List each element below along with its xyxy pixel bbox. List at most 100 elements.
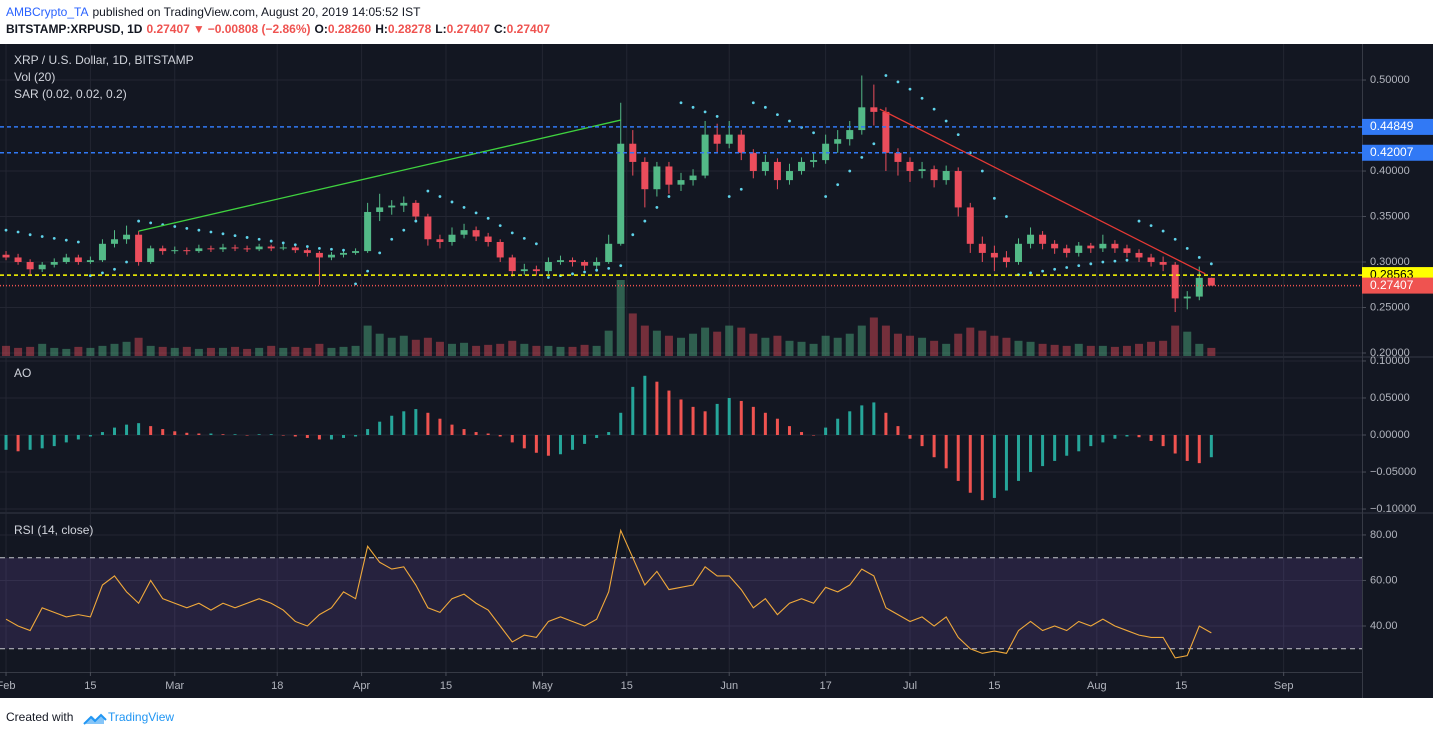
candle-body [267, 246, 275, 249]
volume-bar [773, 335, 782, 356]
sar-dot [1185, 246, 1189, 250]
x-tick-label: Feb [0, 680, 16, 692]
ao-bar [1137, 435, 1141, 438]
volume-bar [375, 333, 384, 356]
ao-bar [1149, 435, 1153, 441]
ao-bar [751, 406, 755, 435]
candle-body [327, 254, 335, 258]
sar-dot [1125, 258, 1129, 262]
volume-bar [447, 343, 456, 356]
candle-body [123, 234, 131, 240]
ao-bar [1185, 435, 1189, 461]
volume-bar [146, 345, 155, 356]
candle-body [605, 243, 613, 263]
candle-body [26, 262, 34, 270]
volume-bar [978, 330, 987, 356]
ao-bar [727, 397, 731, 435]
candle-body [111, 239, 119, 244]
ao-bar [836, 418, 840, 435]
candle-body [954, 171, 962, 208]
volume-bar [218, 347, 227, 356]
candle-body [315, 252, 323, 258]
candle-body [773, 161, 781, 181]
volume-bar [556, 346, 565, 356]
sar-dot [510, 231, 514, 235]
candle-body [291, 247, 299, 251]
ao-bar [342, 435, 346, 438]
last-price: 0.27407 [146, 22, 190, 36]
candle-body [581, 262, 589, 266]
sar-dot [76, 240, 80, 244]
candle-body [532, 269, 540, 272]
volume-bar [399, 335, 408, 356]
volume-bar [592, 345, 601, 356]
candle-body [785, 171, 793, 181]
candle-body [725, 134, 733, 144]
ao-bar [824, 427, 828, 435]
volume-bar [327, 347, 336, 356]
sar-dot [1065, 266, 1069, 269]
candle-body [930, 169, 938, 181]
sar-dot [992, 196, 996, 200]
volume-bar [98, 345, 107, 356]
volume-bar [689, 333, 698, 356]
candle-body [86, 260, 94, 263]
symbol-line: BITSTAMP:XRPUSD, 1D 0.27407 ▼ −0.00808 (−2.… [6, 22, 550, 36]
volume-bar [893, 333, 902, 356]
sar-dot [281, 241, 285, 245]
volume-bar [86, 347, 95, 356]
volume-bar [351, 345, 360, 356]
sar-dot [125, 260, 128, 264]
volume-bar [725, 325, 734, 356]
volume-bar [652, 330, 661, 356]
candle-body [147, 248, 155, 263]
sar-dot [474, 211, 478, 215]
volume-bar [1207, 347, 1216, 356]
candle-body [653, 166, 661, 190]
header-line: AMBCrypto_TA published on TradingView.com… [6, 5, 421, 19]
candle-body [918, 169, 926, 172]
ohlc-label: L: [435, 22, 446, 36]
volume-bar [1002, 337, 1011, 356]
ao-bar [920, 435, 924, 447]
volume-bar [484, 344, 493, 356]
ao-bar [233, 434, 237, 435]
tradingview-logo [83, 713, 107, 725]
candle-body [364, 211, 372, 252]
candle-body [870, 107, 878, 112]
volume-bar [231, 346, 240, 356]
candle-body [689, 175, 697, 181]
volume-bar [182, 346, 191, 356]
candle-body [50, 262, 58, 265]
volume-bar [1062, 345, 1071, 356]
x-tick-label: Jun [720, 680, 738, 692]
candle-body [135, 234, 143, 263]
symbol: BITSTAMP:XRPUSD, 1D [6, 22, 143, 36]
ao-bar [1161, 435, 1165, 447]
ao-bar [88, 435, 92, 437]
ohlc-label: O: [314, 22, 327, 36]
y-tick-label: −0.05000 [1370, 466, 1416, 478]
candle-body [424, 216, 432, 240]
ao-bar [149, 426, 153, 435]
sar-dot [137, 219, 141, 223]
candle-body [255, 246, 263, 250]
chart-layer: 0.20000 0.25000 0.30000 0.35000 0.40000 0.500… [0, 44, 1433, 692]
volume-bar [544, 345, 553, 356]
ao-bar [76, 435, 80, 440]
ao-bar [221, 434, 225, 435]
volume-bar [122, 341, 131, 356]
candle-body [737, 134, 745, 153]
ao-bar [40, 435, 44, 449]
published: published on TradingView.com, August 20,… [92, 5, 421, 19]
ao-bar [305, 435, 309, 438]
sar-dot [631, 233, 635, 237]
y-tick-label: 0.30000 [1370, 256, 1410, 268]
x-tick-label: Apr [353, 680, 370, 692]
volume-bar [50, 347, 59, 356]
volume-bar [604, 330, 613, 356]
sar-dot [101, 271, 104, 275]
candle-body [834, 139, 842, 144]
sar-dot [462, 206, 466, 209]
volume-bar [906, 335, 915, 356]
